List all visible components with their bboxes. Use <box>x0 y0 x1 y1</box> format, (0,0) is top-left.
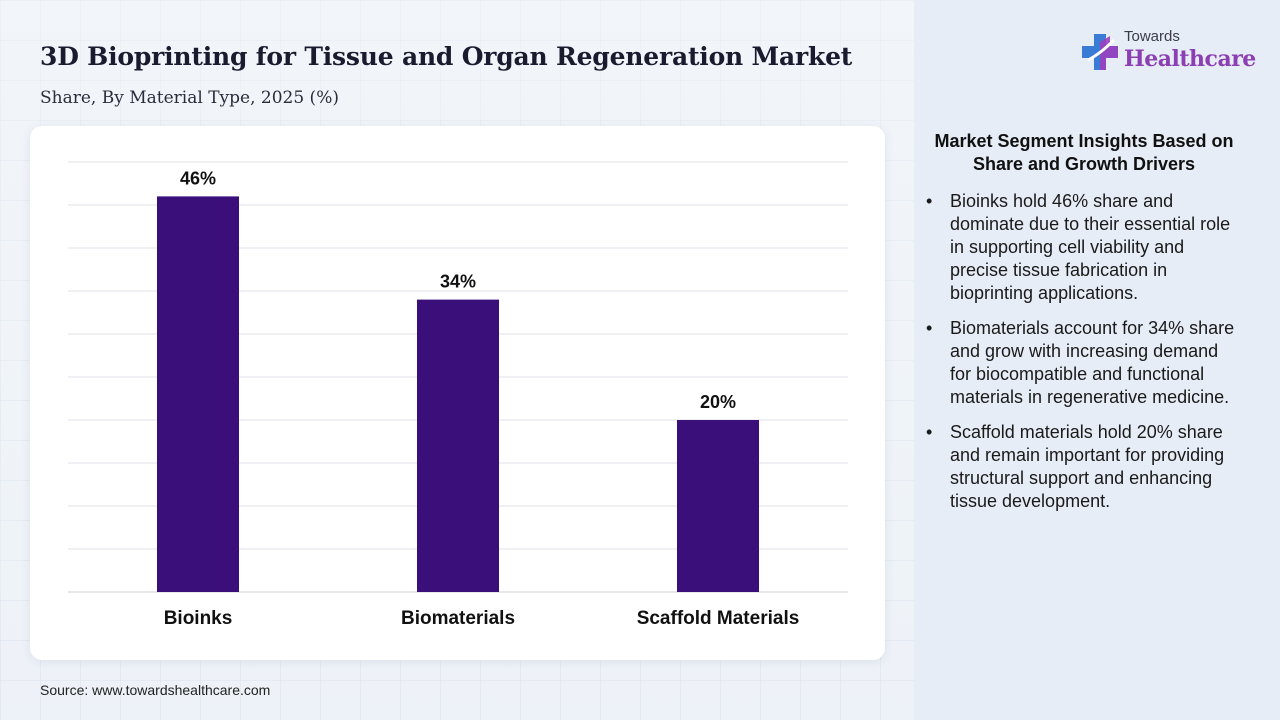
page-subtitle: Share, By Material Type, 2025 (%) <box>40 88 339 108</box>
logo-text-top: Towards <box>1124 28 1180 45</box>
insights-list: Bioinks hold 46% share and dominate due … <box>924 190 1242 525</box>
bar-chart: 46% Bioinks 34% Biomaterials 20% Scaffold Mat… <box>68 161 848 629</box>
insights-title: Market Segment Insights Based on Share a… <box>934 131 1234 174</box>
category-label: Biomaterials <box>401 608 515 629</box>
insight-item: Scaffold materials hold 20% share and re… <box>924 421 1242 513</box>
bar-scaffold-materials <box>677 420 759 592</box>
data-label: 46% <box>180 168 216 188</box>
data-label: 20% <box>700 392 736 412</box>
page-title: 3D Bioprinting for Tissue and Organ Rege… <box>40 42 853 71</box>
insight-item: Bioinks hold 46% share and dominate due … <box>924 190 1242 305</box>
category-label: Scaffold Materials <box>637 608 800 629</box>
bar-biomaterials <box>417 299 499 592</box>
source-note: Source: www.towardshealthcare.com <box>40 682 271 698</box>
medical-cross-icon <box>1082 34 1118 70</box>
chart-card: 46% Bioinks 34% Biomaterials 20% Scaffold Mat… <box>30 126 885 660</box>
logo-text-main: Healthcare <box>1124 46 1256 72</box>
bar-bioinks <box>157 196 239 592</box>
insight-item: Biomaterials account for 34% share and g… <box>924 317 1242 409</box>
data-label: 34% <box>440 272 476 292</box>
category-label: Bioinks <box>164 608 233 629</box>
brand-logo: Towards Healthcare <box>1080 26 1270 78</box>
